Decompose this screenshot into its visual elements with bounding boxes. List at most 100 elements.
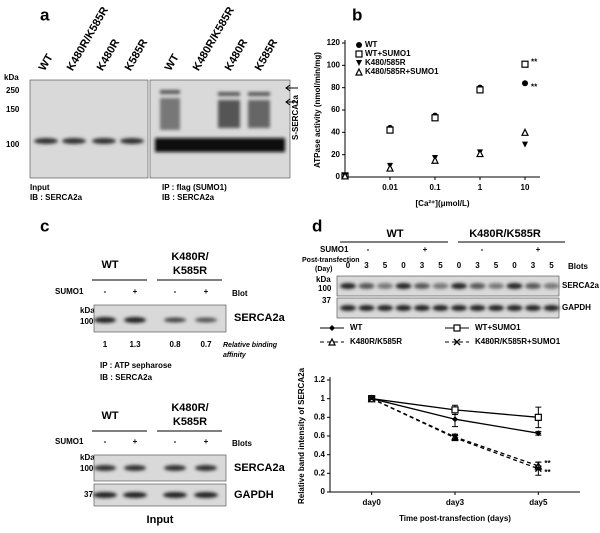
group: WT: [101, 410, 118, 422]
sign: +: [133, 287, 138, 296]
day: 3: [364, 261, 369, 270]
sign: -: [174, 287, 177, 296]
legend-label: WT: [350, 323, 363, 332]
legend-label: K480/585R: [365, 58, 406, 67]
band: [451, 305, 467, 311]
affinity: 0.8: [169, 340, 181, 349]
point: [534, 413, 542, 421]
blot-title: Blot: [232, 289, 248, 298]
y-tick-label: 60: [331, 105, 340, 114]
sign: +: [133, 437, 138, 446]
lane-label: K480R: [223, 37, 251, 73]
legend-label: K480R/K585R: [350, 337, 402, 346]
mw-marker: 37: [322, 296, 331, 305]
point: [451, 406, 459, 414]
lane-label: WT: [163, 52, 182, 73]
sign: -: [174, 437, 177, 446]
band: [377, 305, 393, 311]
y-tick-label: 80: [331, 83, 340, 92]
panel-label: b: [352, 5, 362, 24]
point: [368, 395, 376, 403]
y-tick-label: 0.4: [314, 450, 326, 459]
caption: IB : SERCA2a: [162, 193, 215, 202]
band: [543, 283, 560, 289]
mw-marker: 150: [6, 105, 20, 114]
mw-marker: 100: [80, 464, 94, 473]
point: [522, 141, 528, 148]
legend-label: K480/585R+SUMO1: [365, 67, 439, 76]
band: [469, 305, 486, 311]
y-tick-label: 20: [331, 150, 340, 159]
band: [506, 283, 523, 289]
day: 5: [383, 261, 388, 270]
legend-marker: [356, 42, 362, 48]
legend-marker: [355, 50, 363, 58]
x-tick-label: 0.01: [382, 183, 398, 192]
point: [534, 465, 542, 473]
sign: +: [536, 245, 541, 254]
post: (Day): [315, 266, 333, 273]
legend-label: WT: [365, 40, 378, 49]
mw-marker: 100: [6, 140, 20, 149]
caption: IB : SERCA2a: [30, 193, 83, 202]
day: 0: [346, 261, 351, 270]
kda: kDa: [80, 306, 95, 315]
band-label: SERCA2a: [234, 312, 286, 324]
kda: kDa: [80, 453, 95, 462]
band: [451, 283, 467, 289]
band: [395, 283, 412, 289]
legend-marker: [453, 338, 461, 346]
sumo: SUMO1: [55, 287, 84, 296]
x-tick-label: 1: [478, 183, 483, 192]
sign: -: [367, 245, 370, 254]
point: [341, 171, 349, 180]
days: 0 3 5 0 3 5 0 3 5 0 3 5: [346, 261, 555, 270]
band: [432, 305, 449, 311]
band: [358, 283, 375, 289]
affinity-label: affinity: [223, 352, 247, 359]
band: [432, 283, 449, 289]
arrows: [285, 84, 298, 106]
lane-label: K480R: [95, 37, 123, 73]
day: 3: [531, 261, 536, 270]
mw-marker: 37: [84, 490, 93, 499]
band: [414, 283, 430, 289]
day: 5: [438, 261, 443, 270]
point: [431, 114, 439, 122]
band: [340, 305, 356, 311]
band: [488, 305, 504, 311]
point: [522, 80, 528, 87]
legend-label: WT+SUMO1: [365, 49, 411, 58]
y-tick-label: 0: [321, 487, 326, 496]
x-axis-label: Time post-transfection (days): [399, 514, 511, 523]
y-tick-label: 0.2: [314, 468, 326, 477]
y-tick-label: 1.2: [314, 375, 326, 384]
point: [452, 416, 458, 423]
blot-title: Blots: [232, 439, 253, 448]
group: K480R/: [171, 251, 208, 263]
y-tick-label: 1: [321, 394, 326, 403]
annotation: **: [544, 459, 551, 468]
band: [543, 305, 560, 311]
day: 0: [512, 261, 517, 270]
bands: [340, 283, 560, 311]
mw-marker: 100: [318, 284, 332, 293]
bands: [94, 317, 217, 323]
caption: IP : ATP sepharose: [100, 361, 172, 370]
y-axis-label: Relative band intensity of SERCA2a: [297, 367, 306, 504]
band: [395, 305, 412, 311]
group: WT: [101, 259, 118, 271]
group: K480R/: [171, 402, 208, 414]
lane-label: K585R: [253, 37, 281, 73]
lane-labels: WT K480R/K585R K480R K585R WT K480R/K585…: [37, 5, 281, 73]
caption: IB : SERCA2a: [100, 373, 153, 382]
caption: IP : flag (SUMO1): [162, 183, 227, 192]
day: 5: [494, 261, 499, 270]
bands: [34, 90, 285, 152]
day: 0: [401, 261, 406, 270]
sign: +: [204, 287, 209, 296]
band: [340, 283, 356, 289]
day: 0: [457, 261, 462, 270]
band: [358, 305, 375, 311]
band-label: S-SERCA2a: [291, 95, 300, 140]
